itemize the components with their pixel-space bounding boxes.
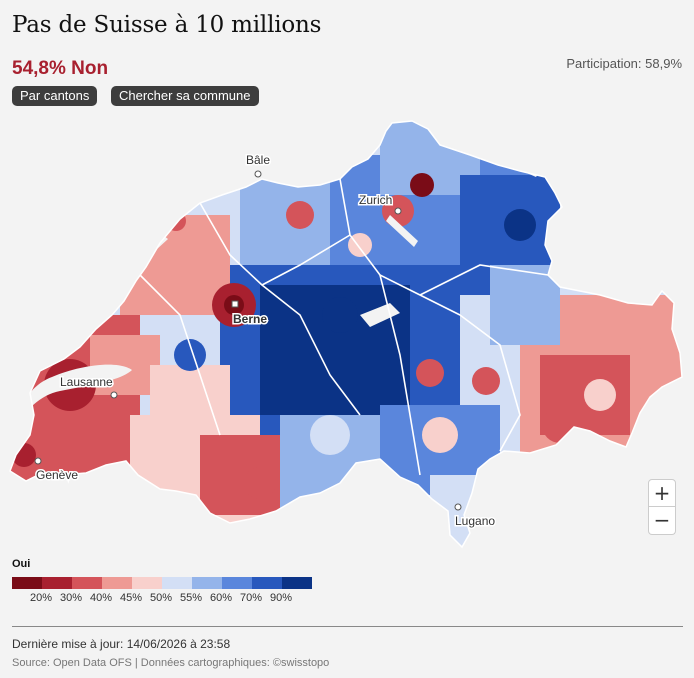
- switzerland-map[interactable]: Bâle Zurich Berne Lausanne Genève Lugano: [0, 115, 694, 555]
- canton-borders: [139, 178, 549, 476]
- legend-tick-label: 40%: [89, 592, 112, 604]
- legend-tick-label: 70%: [239, 592, 262, 604]
- zoom-out-button[interactable]: −: [648, 507, 676, 535]
- data-source: Source: Open Data OFS | Données cartogra…: [12, 657, 330, 669]
- page-title: Pas de Suisse à 10 millions: [12, 12, 322, 38]
- legend-tick-label: 55%: [179, 592, 202, 604]
- legend-ticks: 20% 30% 40% 45% 50% 55% 60% 70% 90%: [12, 592, 312, 606]
- legend-swatch: [162, 577, 192, 589]
- legend-color-scale: [12, 577, 312, 589]
- city-markers: Bâle Zurich Berne Lausanne Genève Lugano: [34, 152, 497, 530]
- city-label-zurich: Zurich: [359, 193, 392, 207]
- city-label-lausanne: Lausanne: [60, 375, 113, 389]
- legend-tick-label: 30%: [59, 592, 82, 604]
- legend-tick-label: 50%: [149, 592, 172, 604]
- footer-divider: [12, 626, 683, 627]
- vote-result: 54,8% Non: [12, 58, 109, 79]
- legend-tick-label: 90%: [269, 592, 292, 604]
- legend-swatch: [72, 577, 102, 589]
- legend-swatch: [12, 577, 42, 589]
- city-label-bale: Bâle: [246, 153, 270, 167]
- municipality-regions: [10, 121, 682, 547]
- city-label-lugano: Lugano: [455, 514, 495, 528]
- legend-swatch: [252, 577, 282, 589]
- city-label-berne: Berne: [233, 312, 267, 326]
- zoom-in-button[interactable]: +: [648, 479, 676, 507]
- legend-swatch: [222, 577, 252, 589]
- legend-swatch: [132, 577, 162, 589]
- legend-title: Oui: [12, 558, 31, 570]
- country-border: [9, 120, 683, 549]
- search-commune-button[interactable]: Chercher sa commune: [111, 86, 259, 106]
- last-updated: Dernière mise à jour: 14/06/2026 à 23:58: [12, 637, 231, 651]
- legend-tick-label: 20%: [29, 592, 52, 604]
- city-label-geneve: Genève: [36, 468, 78, 482]
- legend-tick-label: 60%: [209, 592, 232, 604]
- by-cantons-button[interactable]: Par cantons: [12, 86, 98, 106]
- legend-swatch: [102, 577, 132, 589]
- legend-swatch: [282, 577, 312, 589]
- participation-rate: Participation: 58,9%: [566, 56, 682, 71]
- legend-swatch: [192, 577, 222, 589]
- legend-swatch: [42, 577, 72, 589]
- legend-tick-label: 45%: [119, 592, 142, 604]
